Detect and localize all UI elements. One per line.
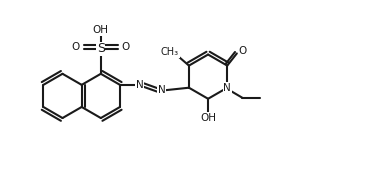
Text: CH₃: CH₃	[161, 47, 179, 57]
Text: O: O	[122, 42, 130, 52]
Text: S: S	[97, 42, 105, 55]
Text: N: N	[158, 85, 166, 95]
Text: OH: OH	[200, 113, 216, 123]
Text: N: N	[223, 83, 231, 93]
Text: N: N	[136, 80, 144, 90]
Text: O: O	[238, 46, 246, 56]
Text: OH: OH	[93, 25, 109, 35]
Text: O: O	[72, 42, 80, 52]
